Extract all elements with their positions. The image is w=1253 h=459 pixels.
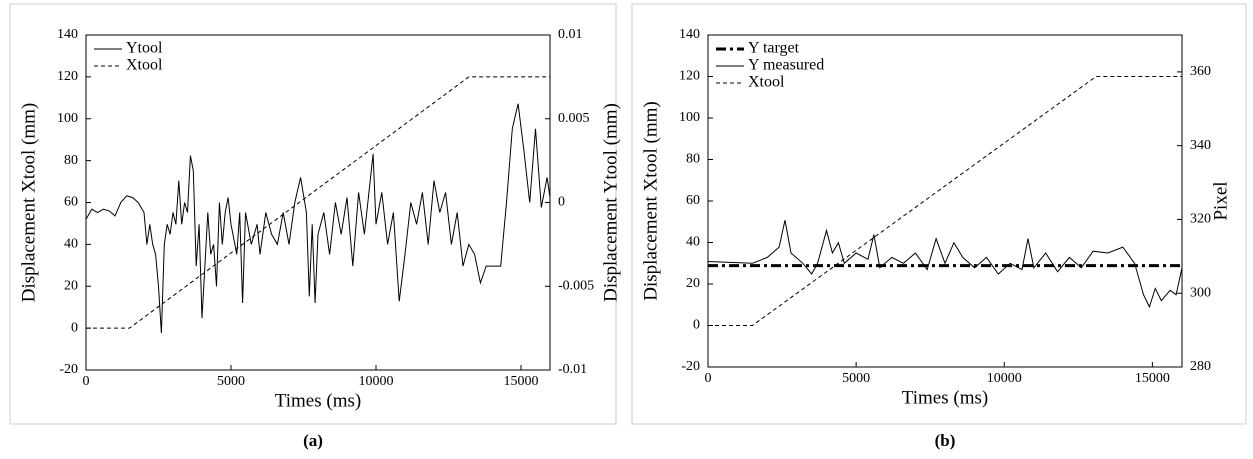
y-tick-label: 140 xyxy=(57,27,78,42)
x-tick-label: 10000 xyxy=(987,371,1022,386)
y2-tick-label: 340 xyxy=(1190,138,1211,153)
y2-tick-label: -0.01 xyxy=(558,362,587,377)
y2-axis-label: Pixel xyxy=(1210,181,1231,220)
x-axis-label: Times (ms) xyxy=(275,390,361,411)
x-tick-label: 10000 xyxy=(359,374,394,389)
series-line xyxy=(708,76,1182,326)
legend-label: Y measured xyxy=(748,57,824,74)
x-axis-label: Times (ms) xyxy=(902,387,988,408)
y-tick-label: 40 xyxy=(64,237,78,252)
y-tick-label: -20 xyxy=(59,362,78,377)
y-axis-label: Displacement Xtool (mm) xyxy=(18,103,39,302)
x-tick-label: 0 xyxy=(83,374,90,389)
y-tick-label: -20 xyxy=(681,359,700,374)
y-tick-label: 60 xyxy=(64,195,78,210)
x-tick-label: 0 xyxy=(705,371,712,386)
series-line xyxy=(85,103,551,334)
legend-label: Xtool xyxy=(126,57,163,74)
series-line xyxy=(707,220,1183,309)
legend-label: Ytool xyxy=(126,40,163,57)
y-tick-label: 60 xyxy=(686,193,700,208)
plot-frame xyxy=(85,34,551,371)
y2-tick-label: 0 xyxy=(558,195,565,210)
series-line xyxy=(86,76,550,329)
y-axis-label: Displacement Xtool (mm) xyxy=(640,101,661,300)
y-tick-label: 20 xyxy=(686,276,700,291)
caption: (a) xyxy=(303,431,323,450)
y2-tick-label: 320 xyxy=(1190,212,1211,227)
x-tick-label: 15000 xyxy=(1135,371,1170,386)
legend-label: Xtool xyxy=(748,74,785,91)
y-tick-label: 80 xyxy=(686,152,700,167)
y-tick-label: 0 xyxy=(693,318,700,333)
y-tick-label: 80 xyxy=(64,153,78,168)
caption: (b) xyxy=(935,431,956,450)
y-tick-label: 20 xyxy=(64,278,78,293)
x-tick-label: 5000 xyxy=(842,371,870,386)
panel-frame xyxy=(631,3,1247,425)
y2-axis-label: Displacement Ytool (mm) xyxy=(600,103,621,302)
y-tick-label: 140 xyxy=(679,27,700,42)
y-tick-label: 120 xyxy=(679,69,700,84)
y-tick-label: 120 xyxy=(57,69,78,84)
y-tick-label: 40 xyxy=(686,235,700,250)
legend-label: Y target xyxy=(748,40,800,57)
y2-tick-label: 0.005 xyxy=(558,111,590,126)
y-tick-label: 0 xyxy=(71,320,78,335)
x-tick-label: 5000 xyxy=(217,374,245,389)
y2-tick-label: 280 xyxy=(1190,359,1211,374)
y2-tick-label: 300 xyxy=(1190,285,1211,300)
y-tick-label: 100 xyxy=(679,110,700,125)
y2-tick-label: 360 xyxy=(1190,64,1211,79)
y2-tick-label: -0.005 xyxy=(558,278,594,293)
x-tick-label: 15000 xyxy=(504,374,539,389)
y2-tick-label: 0.01 xyxy=(558,27,583,42)
y-tick-label: 100 xyxy=(57,111,78,126)
panel-frame xyxy=(9,3,617,425)
